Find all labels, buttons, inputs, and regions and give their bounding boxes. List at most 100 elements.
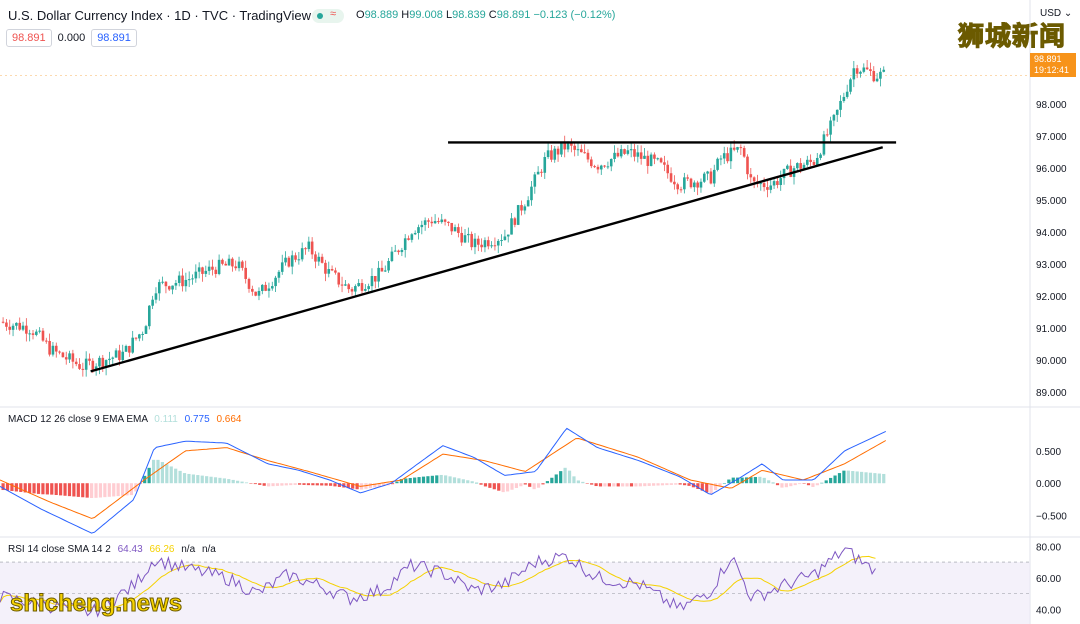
histogram-bar <box>187 473 191 484</box>
candle-body <box>370 276 374 287</box>
histogram-bar <box>399 479 403 484</box>
candle-body <box>88 358 91 361</box>
histogram-bar <box>147 467 151 484</box>
candle-body <box>510 218 513 235</box>
histogram-bar <box>541 483 545 485</box>
histogram-bar <box>160 462 165 484</box>
candle-body <box>350 289 354 292</box>
candle-body <box>320 256 324 263</box>
market-open-dot-icon <box>317 13 323 19</box>
candle-body <box>194 271 198 279</box>
candle-body <box>553 148 557 160</box>
ohlc-readout: O98.889 H99.008 L98.839 C98.891 −0.123 (… <box>356 9 616 21</box>
candle-body <box>633 149 636 157</box>
histogram-bar <box>607 483 611 487</box>
candle-body <box>447 221 450 223</box>
histogram-bar <box>218 477 222 484</box>
histogram-bar <box>882 473 886 484</box>
candle-body <box>659 158 663 163</box>
candle-body <box>490 245 493 247</box>
candle-body <box>536 171 540 175</box>
histogram-bar <box>603 483 607 487</box>
candle-body <box>696 182 699 188</box>
candle-body <box>64 357 68 360</box>
histogram-bar <box>426 476 430 484</box>
histogram-bar <box>311 483 315 486</box>
histogram-bar <box>629 483 634 487</box>
bar-countdown: 19:12:41 <box>1034 65 1070 75</box>
candle-body <box>98 357 101 367</box>
candle-body <box>207 266 211 271</box>
macd-legend[interactable]: MACD 12 26 close 9 EMA EMA 0.111 0.775 0… <box>8 414 242 425</box>
histogram-bar <box>23 483 27 493</box>
histogram-bar <box>740 477 744 484</box>
histogram-bar <box>523 483 527 485</box>
histogram-bar <box>554 474 558 484</box>
candle-body <box>862 67 866 72</box>
candle-body <box>643 155 646 159</box>
histogram-bar <box>346 483 350 489</box>
candle-body <box>35 331 38 335</box>
histogram-bar <box>94 483 98 498</box>
histogram-bar <box>169 466 173 484</box>
candle-body <box>500 240 503 242</box>
candle-body <box>197 267 201 272</box>
candle-body <box>234 266 238 269</box>
histogram-bar <box>72 483 76 497</box>
rsi-legend[interactable]: RSI 14 close SMA 14 2 64.43 66.26 n/a n/… <box>8 544 216 555</box>
candle-body <box>251 288 254 292</box>
histogram-bar <box>505 483 510 492</box>
candle-body <box>626 150 630 154</box>
histogram-bar <box>829 477 833 484</box>
candle-body <box>300 248 304 260</box>
candle-body <box>709 171 713 184</box>
histogram-bar <box>444 475 448 484</box>
candle-body <box>390 251 394 261</box>
price-tick-label: 97.000 <box>1036 132 1067 143</box>
price-axis: 98.000 97.000 96.000 95.000 94.000 93.000 92.0… <box>1036 100 1067 616</box>
market-status-indicator[interactable]: ≈ <box>312 8 344 23</box>
candle-body <box>227 258 231 266</box>
histogram-bar <box>244 482 249 484</box>
candle-body <box>58 351 61 353</box>
candle-body <box>736 147 739 150</box>
spread-value: 0.000 <box>57 32 86 44</box>
candle-body <box>11 325 15 330</box>
candle-body <box>845 91 849 97</box>
candle-body <box>566 142 570 150</box>
candle-body <box>832 114 836 121</box>
candle-body <box>204 270 208 274</box>
candle-body <box>586 152 590 160</box>
histogram-bar <box>28 483 32 493</box>
candle-body <box>842 96 846 101</box>
symbol-title[interactable]: U.S. Dollar Currency Index · 1D · TVC · … <box>8 8 311 23</box>
histogram-bar <box>652 483 656 486</box>
bid-chip[interactable]: 98.891 <box>6 29 52 47</box>
candle-body <box>21 325 25 330</box>
candle-body <box>377 267 380 282</box>
candle-body <box>486 240 490 247</box>
candle-body <box>317 256 321 262</box>
candle-body <box>706 171 709 174</box>
candle-body <box>523 206 527 211</box>
candle-body <box>629 149 633 151</box>
candle-body <box>364 289 367 291</box>
candle-body <box>702 173 706 182</box>
candle-body <box>417 227 420 234</box>
candle-body <box>241 261 244 268</box>
candle-body <box>806 159 809 165</box>
ask-chip[interactable]: 98.891 <box>91 29 137 47</box>
candle-body <box>689 178 693 188</box>
currency-selector[interactable]: USD ⌄ <box>1040 8 1073 19</box>
histogram-bar <box>656 483 660 486</box>
candle-body <box>719 158 723 160</box>
candle-body <box>609 158 613 167</box>
candle-body <box>589 159 593 167</box>
candle-body <box>44 340 48 342</box>
candle-body <box>742 148 746 157</box>
histogram-bar <box>63 483 67 496</box>
histogram-bar <box>461 479 465 484</box>
candle-body <box>18 322 22 330</box>
histogram-bar <box>559 471 563 484</box>
